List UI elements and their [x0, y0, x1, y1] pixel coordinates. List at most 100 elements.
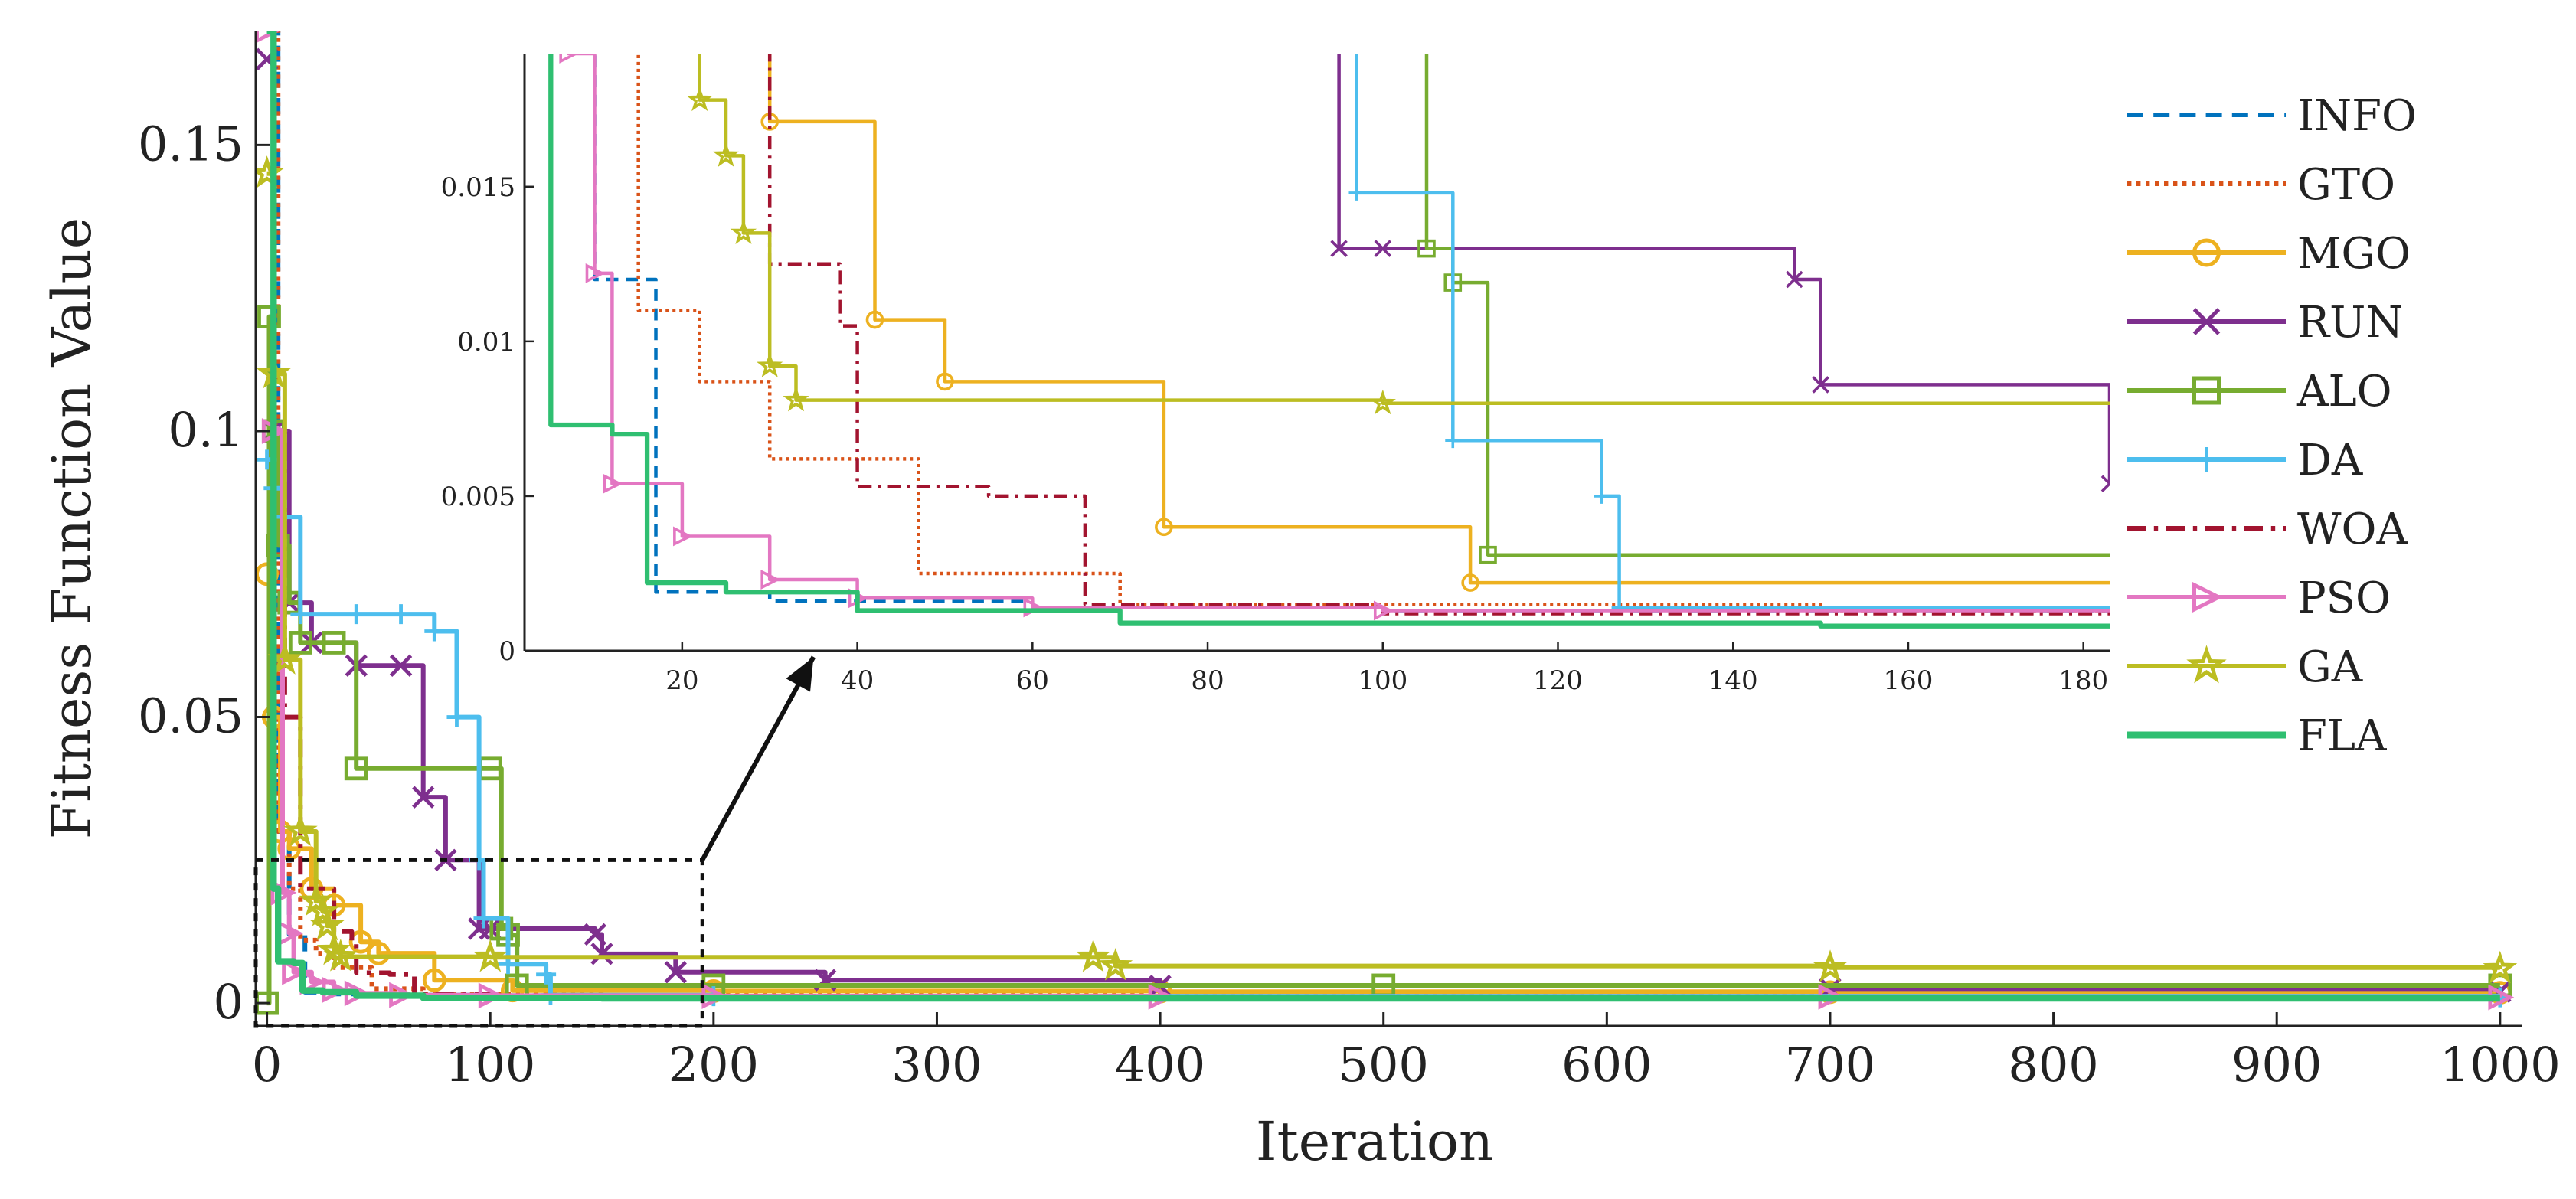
main-x-tick-label: 200 — [669, 1037, 759, 1093]
main-x-tick-label: 700 — [1785, 1037, 1875, 1093]
main-y-tick-label: 0.1 — [168, 402, 244, 458]
inset-marker-pso — [673, 526, 693, 547]
inset-y-tick-label: 0.015 — [441, 172, 515, 203]
inset-marker-alo — [1417, 239, 1436, 258]
main-marker-ga — [283, 813, 318, 846]
inset-x-tick-label: 140 — [1708, 665, 1758, 696]
main-marker-ga — [323, 938, 358, 972]
inset-marker-mgo — [2251, 578, 2266, 593]
legend-label-ga: GA — [2297, 642, 2363, 692]
main-marker-mgo — [366, 941, 391, 965]
main-marker-mgo — [422, 968, 446, 992]
main-marker-alo — [322, 631, 346, 655]
main-marker-da — [473, 908, 494, 929]
main-marker-alo — [266, 534, 290, 557]
inset-x-tick-label: 160 — [1884, 665, 1934, 696]
inset-x-tick-label: 80 — [1191, 665, 1224, 696]
inset-marker-run — [2100, 475, 2110, 493]
main-marker-run — [389, 654, 413, 678]
inset-marker-ga — [686, 86, 713, 112]
legend-marker-ga — [2186, 645, 2227, 684]
main-marker-alo — [257, 305, 281, 328]
inset-marker-alo — [1479, 545, 1497, 564]
inset-marker-mgo — [675, 25, 690, 40]
legend-entry-info: INFO — [2127, 91, 2417, 141]
main-marker-ga — [1076, 939, 1111, 972]
main-marker-ga — [306, 893, 340, 926]
x-axis-title: Iteration — [1256, 1110, 1493, 1173]
inset-marker-ga — [730, 219, 757, 244]
legend-label-woa: WOA — [2297, 505, 2408, 554]
inset-line-ga — [698, 54, 2110, 405]
inset-line-pso — [566, 54, 2110, 613]
inset-marker-run — [1812, 376, 1829, 394]
inset-marker-run — [1374, 240, 1392, 257]
main-marker-ga — [2483, 950, 2518, 984]
inset-y-tick-label: 0.005 — [441, 482, 515, 512]
main-marker-da — [424, 621, 445, 642]
legend-entry-gto: GTO — [2127, 160, 2395, 210]
main-marker-run — [584, 923, 606, 946]
inset-marker-pso — [2251, 606, 2266, 622]
main-x-tick-label: 300 — [891, 1037, 982, 1093]
inset-marker-pso — [559, 54, 580, 64]
legend-marker-pso — [2192, 581, 2224, 613]
inset-line-gto — [636, 54, 2110, 613]
main-marker-mgo — [348, 929, 373, 954]
inset-marker-ga — [757, 352, 783, 377]
main-x-tick-label: 600 — [1561, 1037, 1652, 1093]
legend-entry-ga: GA — [2127, 642, 2363, 692]
inset-marker-ga — [713, 142, 740, 167]
legend-entry-woa: WOA — [2127, 505, 2408, 554]
main-line-fla — [266, 31, 2500, 1002]
inset-series-woa — [767, 54, 2110, 616]
legend-entry-run: RUN — [2127, 298, 2403, 348]
main-x-tick-label: 800 — [2008, 1037, 2098, 1093]
inset-series-fla — [548, 54, 2110, 629]
inset-marker-alo — [2251, 547, 2266, 563]
legend-entry-pso: PSO — [2127, 573, 2391, 623]
inset-marker-pso — [760, 570, 781, 590]
main-marker-da — [290, 604, 311, 625]
main-marker-run — [664, 961, 687, 984]
inset-marker-da — [1594, 488, 1610, 504]
inset-x-tick-label: 60 — [1016, 665, 1049, 696]
inset-x-tick-label: 40 — [841, 665, 874, 696]
inset-marker-ga — [1369, 389, 1396, 415]
main-marker-ga — [1813, 949, 1848, 982]
inset-line-fla — [548, 54, 2110, 629]
legend-label-pso: PSO — [2297, 573, 2391, 623]
zoom-region — [253, 655, 816, 1028]
legend-label-gto: GTO — [2297, 160, 2395, 210]
inset-marker-mgo — [1461, 573, 1479, 592]
legend-label-da: DA — [2297, 436, 2363, 485]
legend-entry-alo: ALO — [2127, 367, 2392, 417]
main-marker-pso — [282, 959, 308, 985]
inset-marker-da — [2251, 606, 2266, 622]
inset-line-da — [1355, 54, 2110, 609]
legend-marker-da — [2194, 447, 2219, 472]
inset-line-woa — [767, 54, 2110, 616]
main-line-ga — [266, 171, 2502, 970]
main-marker-pso — [270, 880, 297, 906]
main-marker-run — [412, 786, 435, 809]
legend-entry-mgo: MGO — [2127, 229, 2411, 279]
main-y-tick-label: 0 — [214, 974, 244, 1030]
main-marker-da — [446, 707, 467, 727]
inset-marker-run — [1786, 270, 1803, 289]
inset-marker-ga — [783, 386, 809, 412]
inset-marker-mgo — [936, 372, 954, 391]
legend-label-fla: FLA — [2297, 711, 2387, 761]
legend-marker-mgo — [2192, 238, 2221, 267]
main-y-tick-label: 0.15 — [138, 116, 244, 172]
inset-series-pso — [559, 54, 2266, 622]
main-marker-ga — [1098, 948, 1133, 981]
legend-label-mgo: MGO — [2297, 229, 2411, 279]
main-y-tick-label: 0.05 — [138, 688, 244, 744]
main-plot-series — [256, 31, 2518, 1015]
inset-x-tick-label: 180 — [2058, 665, 2108, 696]
inset-plot-area — [525, 54, 2110, 651]
inset-series-gto — [636, 54, 2110, 613]
inset-marker-pso — [603, 473, 623, 494]
main-x-tick-label: 400 — [1115, 1037, 1205, 1093]
